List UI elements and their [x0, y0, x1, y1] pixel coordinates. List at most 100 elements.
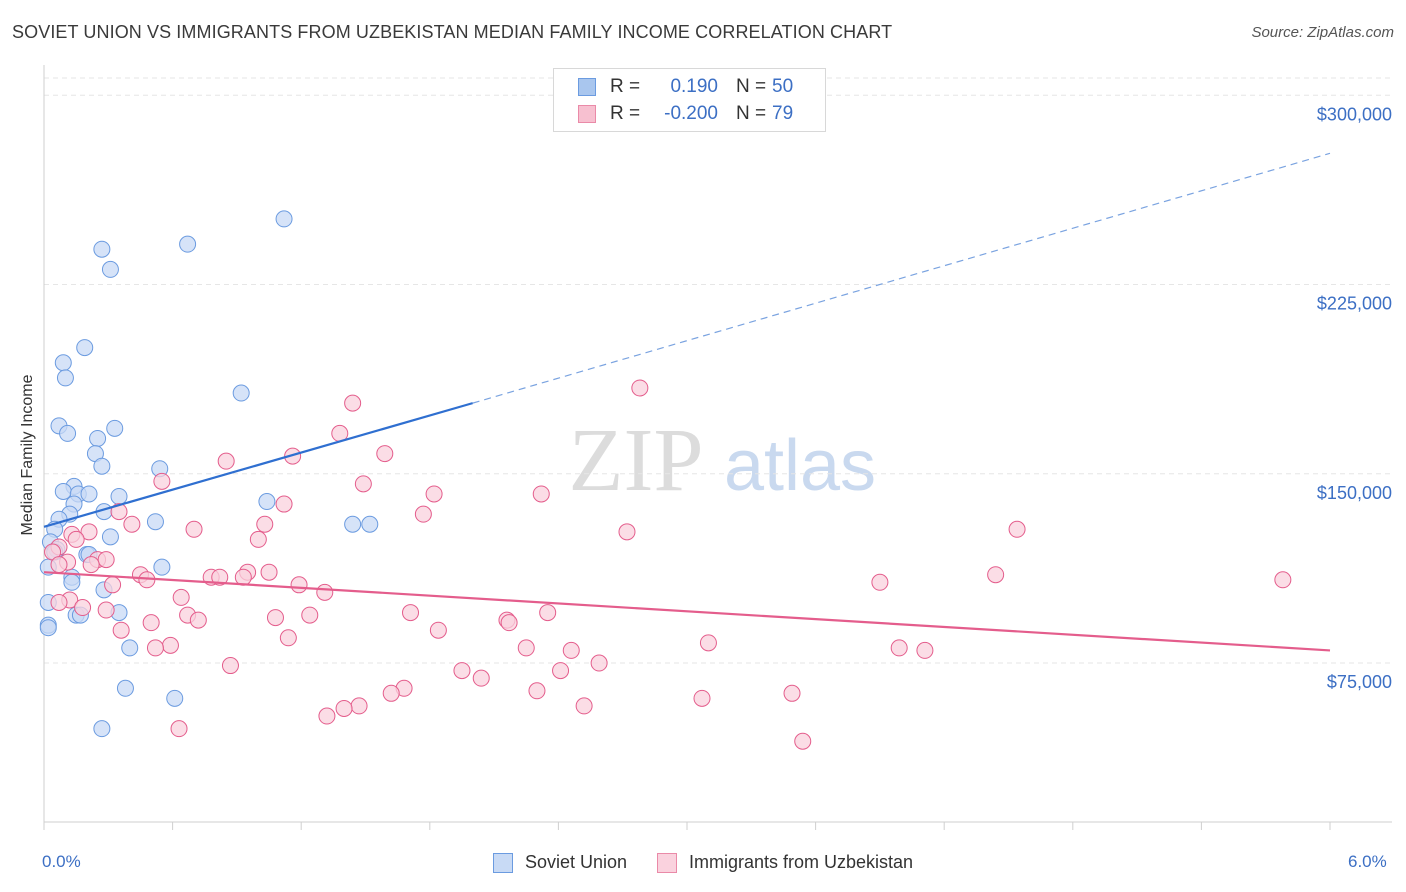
uzbekistan-point	[153, 472, 171, 490]
uzbekistan-point	[80, 523, 98, 541]
uzbekistan-point	[221, 657, 239, 675]
uzbekistan-point	[350, 697, 368, 715]
uzbekistan-point	[871, 573, 889, 591]
legend-swatch-blue	[578, 78, 596, 96]
uzbekistan-point	[382, 684, 400, 702]
uzbekistan-point	[266, 609, 284, 627]
soviet-union-point	[39, 619, 57, 637]
soviet-union-trend-line	[43, 402, 473, 528]
soviet-union-point	[361, 515, 379, 533]
uzbekistan-point	[67, 530, 85, 548]
uzbekistan-point	[783, 684, 801, 702]
series-swatch-blue	[492, 852, 513, 873]
uzbekistan-point	[575, 697, 593, 715]
uzbekistan-point	[316, 583, 334, 601]
soviet-union-point	[80, 485, 98, 503]
soviet-union-point	[93, 457, 111, 475]
series-legend-uzbekistan: Immigrants from Uzbekistan	[657, 852, 913, 873]
legend-n-value: 50	[772, 76, 794, 97]
soviet-union-point	[121, 639, 139, 657]
uzbekistan-point	[335, 699, 353, 717]
uzbekistan-point	[890, 639, 908, 657]
uzbekistan-point	[217, 452, 235, 470]
uzbekistan-point	[290, 576, 308, 594]
uzbekistan-point	[794, 732, 812, 750]
chart-title: SOVIET UNION VS IMMIGRANTS FROM UZBEKIST…	[12, 22, 893, 42]
soviet-union-point	[89, 429, 107, 447]
series-legend: Soviet Union Immigrants from Uzbekistan	[0, 852, 1406, 873]
uzbekistan-point	[699, 634, 717, 652]
uzbekistan-point	[472, 669, 490, 687]
uzbekistan-point	[275, 495, 293, 513]
soviet-union-point	[116, 679, 134, 697]
uzbekistan-point	[517, 639, 535, 657]
y-tick-label: $150,000	[1317, 483, 1392, 503]
uzbekistan-point	[256, 515, 274, 533]
soviet-union-point	[110, 487, 128, 505]
soviet-union-trend-extension	[472, 152, 1331, 404]
series-legend-label: Immigrants from Uzbekistan	[689, 852, 914, 872]
uzbekistan-point	[142, 614, 160, 632]
uzbekistan-trend-line	[43, 571, 1331, 652]
legend-r-label: R =	[610, 103, 641, 124]
uzbekistan-point	[453, 662, 471, 680]
uzbekistan-point	[123, 515, 141, 533]
soviet-union-point	[63, 573, 81, 591]
y-tick-label: $300,000	[1317, 104, 1392, 124]
uzbekistan-point	[112, 621, 130, 639]
uzbekistan-point	[532, 485, 550, 503]
soviet-union-point	[106, 419, 124, 437]
legend-row-soviet-union: R = 0.190 N = 50	[578, 75, 793, 99]
uzbekistan-point	[97, 551, 115, 569]
soviet-union-point	[179, 235, 197, 253]
uzbekistan-point	[631, 379, 649, 397]
uzbekistan-point	[50, 593, 68, 611]
uzbekistan-point	[234, 568, 252, 586]
uzbekistan-point	[189, 611, 207, 629]
soviet-union-point	[153, 558, 171, 576]
series-swatch-pink	[657, 852, 677, 873]
uzbekistan-point	[50, 556, 68, 574]
soviet-union-point	[76, 339, 94, 357]
soviet-union-point	[275, 210, 293, 228]
uzbekistan-point	[146, 639, 164, 657]
uzbekistan-point	[1008, 520, 1026, 538]
soviet-union-point	[258, 493, 276, 511]
legend-r-label: R =	[610, 76, 641, 97]
uzbekistan-point	[552, 662, 570, 680]
source-label: Source: ZipAtlas.com	[1251, 24, 1394, 41]
uzbekistan-point	[249, 530, 267, 548]
legend-row-uzbekistan: R = -0.200 N = 79	[578, 102, 793, 126]
soviet-union-point	[54, 354, 72, 372]
y-tick-label: $225,000	[1317, 294, 1392, 314]
uzbekistan-point	[1274, 571, 1292, 589]
soviet-union-point	[232, 384, 250, 402]
uzbekistan-point	[279, 629, 297, 647]
series-legend-soviet-union: Soviet Union	[492, 852, 627, 873]
uzbekistan-point	[618, 523, 636, 541]
uzbekistan-point	[402, 604, 420, 622]
soviet-union-point	[93, 240, 111, 258]
uzbekistan-point	[172, 588, 190, 606]
uzbekistan-point	[376, 445, 394, 463]
soviet-union-point	[56, 369, 74, 387]
uzbekistan-point	[916, 641, 934, 659]
x-tick-label-min: 0.0%	[42, 852, 81, 871]
legend-n-value: 79	[772, 103, 794, 124]
uzbekistan-point	[82, 556, 100, 574]
uzbekistan-point	[318, 707, 336, 725]
uzbekistan-point	[74, 599, 92, 617]
soviet-union-point	[59, 424, 77, 442]
soviet-union-point	[146, 513, 164, 531]
uzbekistan-point	[260, 563, 278, 581]
uzbekistan-point	[97, 601, 115, 619]
uzbekistan-point	[110, 503, 128, 521]
uzbekistan-point	[539, 604, 557, 622]
legend-swatch-pink	[578, 105, 596, 123]
uzbekistan-point	[987, 566, 1005, 584]
watermark-atlas: atlas	[724, 426, 876, 506]
soviet-union-point	[54, 482, 72, 500]
series-legend-label: Soviet Union	[524, 852, 627, 872]
uzbekistan-point	[211, 568, 229, 586]
